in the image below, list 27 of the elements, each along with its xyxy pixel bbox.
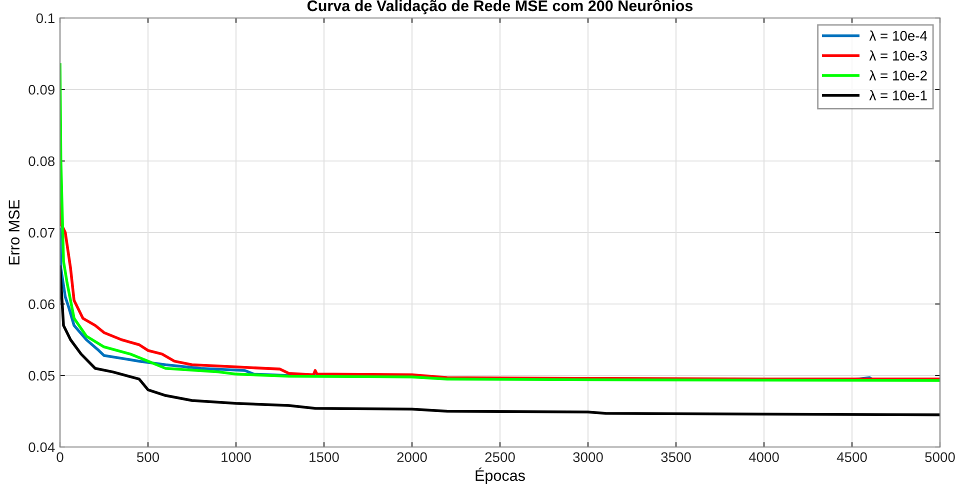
y-tick-label: 0.09 [28, 84, 54, 95]
x-tick-label: 500 [136, 452, 160, 462]
y-tick-label: 0.1 [36, 13, 54, 24]
x-tick-label: 4000 [748, 452, 779, 462]
x-tick-label: 2500 [485, 452, 515, 462]
x-tick-label: 1500 [310, 452, 339, 462]
x-tick-label: 5000 [925, 452, 955, 462]
y-tick-label: 0.04 [28, 442, 55, 452]
legend-label: λ = 10e-4 [869, 30, 928, 41]
legend-label: λ = 10e-2 [869, 70, 927, 80]
line-series [60, 63, 940, 382]
x-tick-label: 2000 [397, 452, 427, 462]
chart-title: Curva de Validação de Rede MSE com 200 Neurônios [307, 0, 693, 14]
x-tick-label: 1000 [222, 452, 251, 462]
legend-label: λ = 10e-1 [869, 90, 927, 100]
x-tick-label: 0 [56, 452, 64, 462]
line-series [60, 265, 940, 416]
x-tick-label: 3500 [661, 452, 691, 462]
x-axis-title: Épocas [476, 468, 525, 484]
y-tick-label: 0.07 [28, 228, 54, 238]
y-tick-label: 0.06 [28, 299, 55, 310]
y-tick-label: 0.08 [28, 156, 55, 166]
y-tick-label: 0.05 [28, 370, 55, 381]
x-tick-label: 4500 [836, 452, 867, 462]
x-tick-label: 3000 [573, 452, 603, 462]
y-axis-title: Erro MSE [8, 200, 20, 264]
legend-label: λ = 10e-3 [869, 50, 927, 61]
